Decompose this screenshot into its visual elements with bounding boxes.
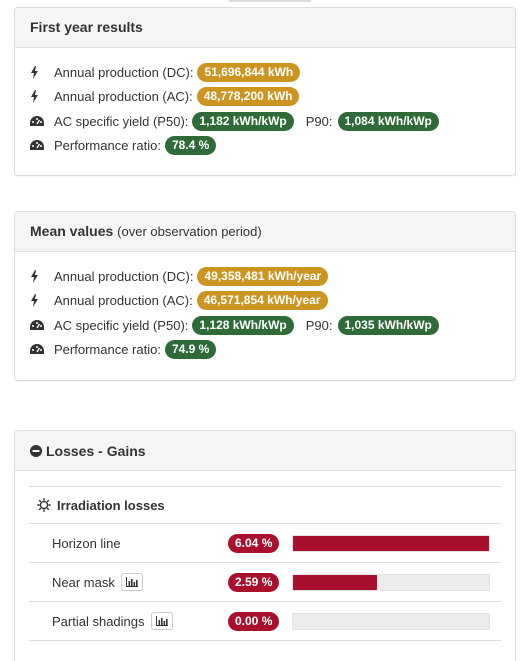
losses-gains-panel: Losses - Gains Irradiation losses Horizo… — [14, 430, 516, 661]
loss-row: Horizon line 6.04 % — [29, 524, 501, 563]
first-year-title: First year results — [30, 19, 143, 35]
chart-button[interactable] — [120, 573, 143, 591]
annual-ac-value: 46,571,854 kWh/year — [196, 291, 328, 311]
mean-values-heading: Mean values (over observation period) — [15, 212, 515, 252]
annual-dc-label: Annual production (DC): — [54, 64, 194, 80]
annual-ac-value: 48,778,200 kWh — [196, 87, 300, 107]
specific-yield-label: AC specific yield (P50): — [54, 317, 189, 333]
annual-ac-label: Annual production (AC): — [54, 293, 193, 309]
performance-ratio-value: 74.9 % — [164, 340, 217, 360]
loss-bar-track — [292, 612, 490, 630]
bolt-icon — [30, 294, 50, 308]
annual-ac-label: Annual production (AC): — [54, 89, 193, 105]
first-year-panel: First year results Annual production (DC… — [14, 7, 516, 176]
loss-name-cell: Partial shadings — [52, 612, 173, 630]
performance-ratio-label: Performance ratio: — [54, 342, 161, 358]
irradiation-losses-section: Irradiation losses Horizon line 6.04 % Nea… — [29, 486, 501, 641]
performance-ratio-value: 78.4 % — [164, 136, 217, 156]
annual-dc-value: 51,696,844 kWh — [197, 62, 301, 82]
bar-chart-icon — [155, 616, 168, 626]
loss-bar-fill — [293, 574, 378, 590]
annual-dc-label: Annual production (DC): — [54, 268, 194, 284]
specific-yield-row: AC specific yield (P50): 1,182 kWh/kWp P… — [30, 109, 500, 134]
annual-dc-row: Annual production (DC): 49,358,481 kWh/y… — [30, 264, 500, 289]
bolt-icon — [30, 90, 50, 104]
bar-chart-icon — [125, 577, 138, 587]
loss-row: Near mask 2.59 % — [29, 563, 501, 602]
dashboard-icon — [30, 319, 50, 331]
irradiation-losses-title: Irradiation losses — [57, 497, 165, 513]
bolt-icon — [30, 65, 50, 79]
losses-gains-title[interactable]: Losses - Gains — [46, 443, 146, 459]
sun-icon — [37, 498, 51, 512]
p90-value: 1,035 kWh/kWp — [337, 315, 439, 335]
loss-name: Partial shadings — [52, 613, 145, 629]
chart-button[interactable] — [150, 612, 173, 630]
specific-yield-label: AC specific yield (P50): — [54, 113, 189, 129]
loss-bar-track — [292, 534, 490, 552]
p90-value: 1,084 kWh/kWp — [337, 111, 439, 131]
loss-value-badge: 0.00 % — [228, 611, 280, 631]
mean-values-title: Mean values — [30, 223, 114, 239]
loss-row: Partial shadings 0.00 % — [29, 602, 501, 641]
annual-dc-value: 49,358,481 kWh/year — [197, 266, 329, 286]
loss-value-badge: 6.04 % — [228, 533, 280, 553]
performance-ratio-row: Performance ratio: 78.4 % — [30, 134, 500, 159]
mean-values-panel: Mean values (over observation period) An… — [14, 211, 516, 381]
performance-ratio-label: Performance ratio: — [54, 138, 161, 154]
annual-ac-row: Annual production (AC): 48,778,200 kWh — [30, 85, 500, 110]
dashboard-icon — [30, 140, 50, 151]
dashboard-icon — [30, 344, 50, 355]
annual-ac-row: Annual production (AC): 46,571,854 kWh/y… — [30, 289, 500, 314]
specific-yield-row: AC specific yield (P50): 1,128 kWh/kWp P… — [30, 313, 500, 338]
losses-gains-heading[interactable]: Losses - Gains — [15, 431, 515, 471]
annual-dc-row: Annual production (DC): 51,696,844 kWh — [30, 60, 500, 85]
performance-ratio-row: Performance ratio: 74.9 % — [30, 338, 500, 363]
p90-label: P90: — [305, 317, 333, 333]
dashboard-icon — [30, 115, 50, 127]
bolt-icon — [30, 269, 50, 283]
loss-bar-track — [292, 573, 490, 591]
loss-bar-fill — [293, 535, 489, 551]
loss-name: Horizon line — [52, 535, 121, 551]
loss-value-badge: 2.59 % — [228, 572, 280, 592]
minus-circle-icon[interactable] — [30, 444, 42, 460]
loss-name: Near mask — [52, 574, 115, 590]
first-year-heading: First year results — [15, 8, 515, 48]
loss-name-cell: Horizon line — [52, 536, 121, 551]
irradiation-losses-header: Irradiation losses — [29, 487, 501, 524]
specific-yield-value: 1,182 kWh/kWp — [192, 111, 294, 131]
top-edge-line — [229, 0, 311, 2]
loss-name-cell: Near mask — [52, 573, 143, 591]
p90-label: P90: — [305, 113, 333, 129]
specific-yield-value: 1,128 kWh/kWp — [192, 315, 294, 335]
mean-values-subtitle: (over observation period) — [117, 224, 262, 239]
